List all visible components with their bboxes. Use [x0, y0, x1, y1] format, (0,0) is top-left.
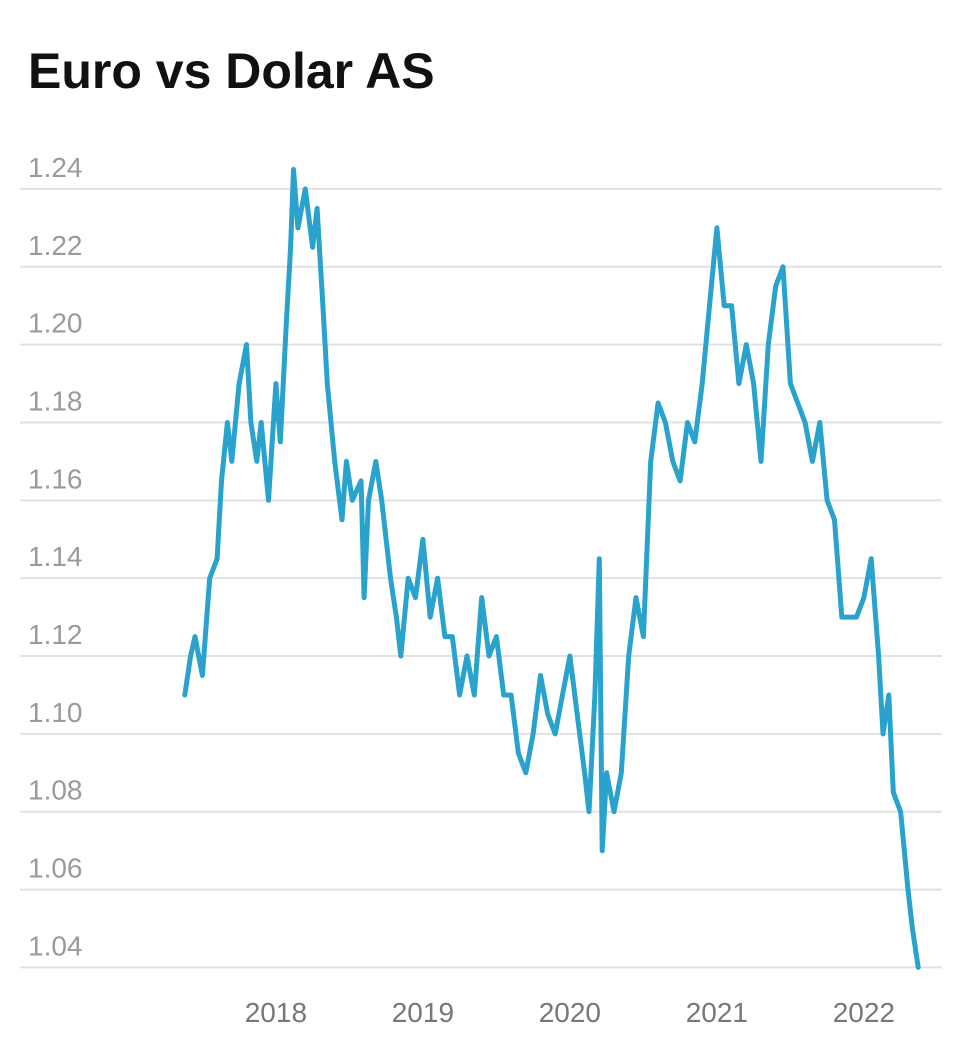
x-tick-label: 2018	[245, 997, 307, 1028]
x-tick-label: 2021	[686, 997, 748, 1028]
y-tick-label: 1.16	[28, 463, 83, 494]
y-tick-label: 1.12	[28, 619, 83, 650]
x-tick-label: 2019	[392, 997, 454, 1028]
line-series	[182, 167, 921, 970]
y-tick-label: 1.18	[28, 385, 83, 416]
y-tick-label: 1.14	[28, 541, 83, 572]
y-tick-label: 1.04	[28, 930, 83, 961]
chart-title: Euro vs Dolar AS	[28, 43, 435, 99]
y-tick-label: 1.20	[28, 308, 83, 339]
y-tick-label: 1.24	[28, 152, 83, 183]
x-tick-label: 2022	[833, 997, 895, 1028]
y-tick-label: 1.06	[28, 853, 83, 884]
y-tick-label: 1.08	[28, 775, 83, 806]
y-tick-label: 1.22	[28, 230, 83, 261]
y-tick-label: 1.10	[28, 697, 83, 728]
x-tick-label: 2020	[539, 997, 601, 1028]
